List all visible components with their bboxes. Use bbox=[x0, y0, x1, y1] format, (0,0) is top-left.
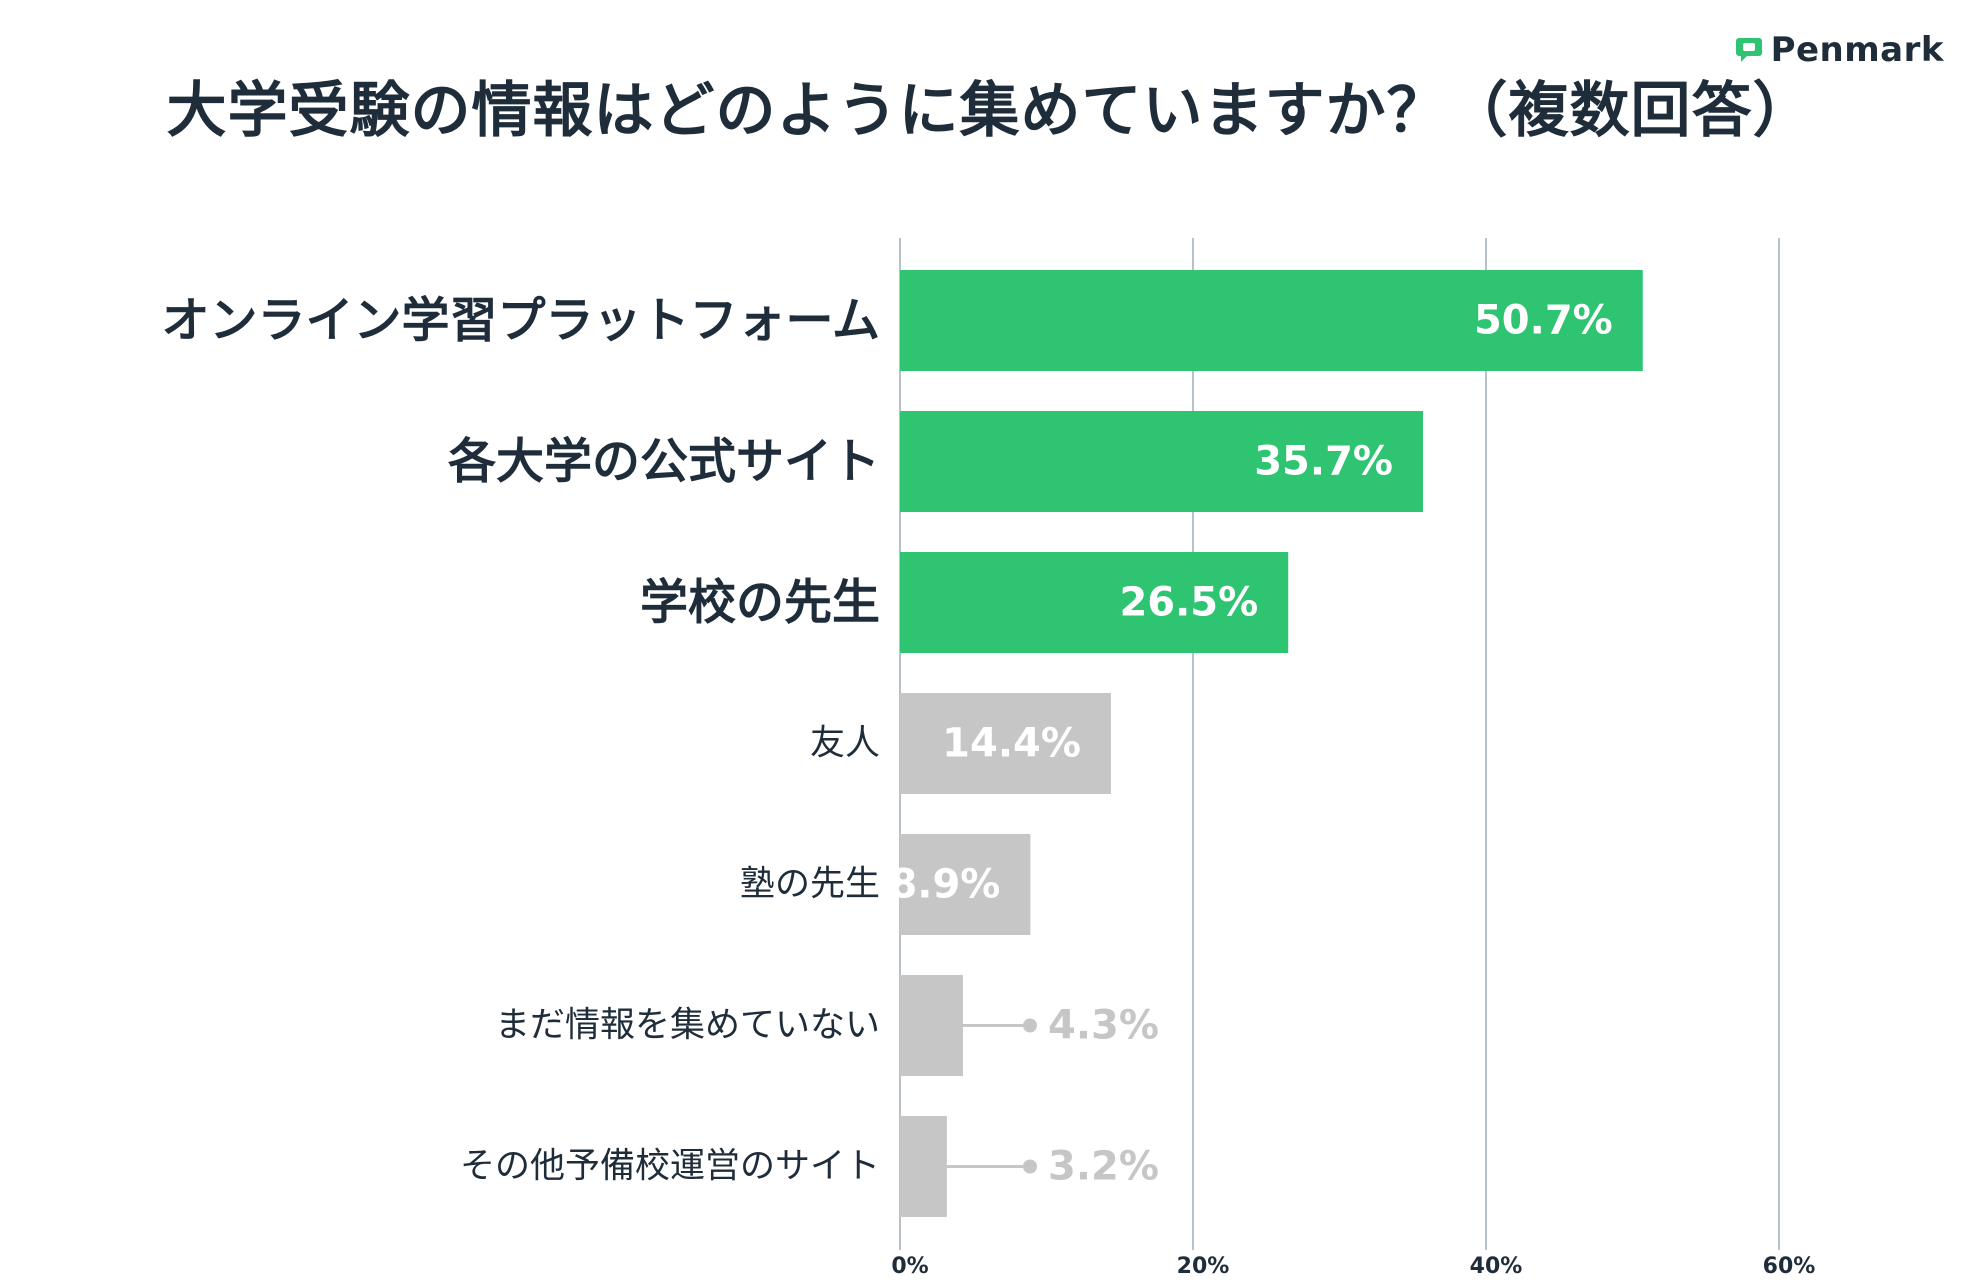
x-tick-label: 0% bbox=[891, 1254, 928, 1279]
value-label: 26.5% bbox=[1119, 580, 1258, 626]
value-label: 14.4% bbox=[942, 721, 1081, 767]
leader-dot bbox=[1023, 1159, 1037, 1174]
category-label: その他予備校運営のサイト bbox=[460, 1147, 880, 1187]
bar bbox=[900, 834, 1031, 935]
x-tick-label: 40% bbox=[1470, 1254, 1523, 1279]
bar bbox=[900, 270, 1643, 371]
value-label: 50.7% bbox=[1474, 298, 1613, 344]
brand-logo: Penmark bbox=[1735, 30, 1944, 70]
category-label: オンライン学習プラットフォーム bbox=[161, 293, 880, 349]
brand-name: Penmark bbox=[1770, 30, 1944, 70]
value-label: 35.7% bbox=[1254, 439, 1393, 485]
bar bbox=[900, 552, 1289, 653]
x-tick-label: 60% bbox=[1763, 1254, 1816, 1279]
bar bbox=[900, 1116, 947, 1217]
speech-bubble-icon bbox=[1735, 38, 1762, 62]
category-label: 各大学の公式サイト bbox=[448, 434, 880, 490]
leader-dot bbox=[1023, 1018, 1037, 1033]
category-label: まだ情報を集めていない bbox=[495, 1006, 880, 1046]
bar bbox=[900, 411, 1424, 512]
value-label: 4.3% bbox=[1048, 1003, 1159, 1049]
category-label: 学校の先生 bbox=[640, 575, 880, 631]
category-label: 塾の先生 bbox=[740, 865, 880, 905]
x-tick-label: 20% bbox=[1177, 1254, 1230, 1279]
bar bbox=[900, 975, 963, 1076]
value-label: 8.9% bbox=[889, 862, 1000, 908]
chart-title: 大学受験の情報はどのように集めていますか？（複数回答） bbox=[166, 76, 1814, 146]
value-label: 3.2% bbox=[1048, 1144, 1159, 1190]
bar bbox=[900, 693, 1111, 794]
category-label: 友人 bbox=[810, 724, 880, 764]
